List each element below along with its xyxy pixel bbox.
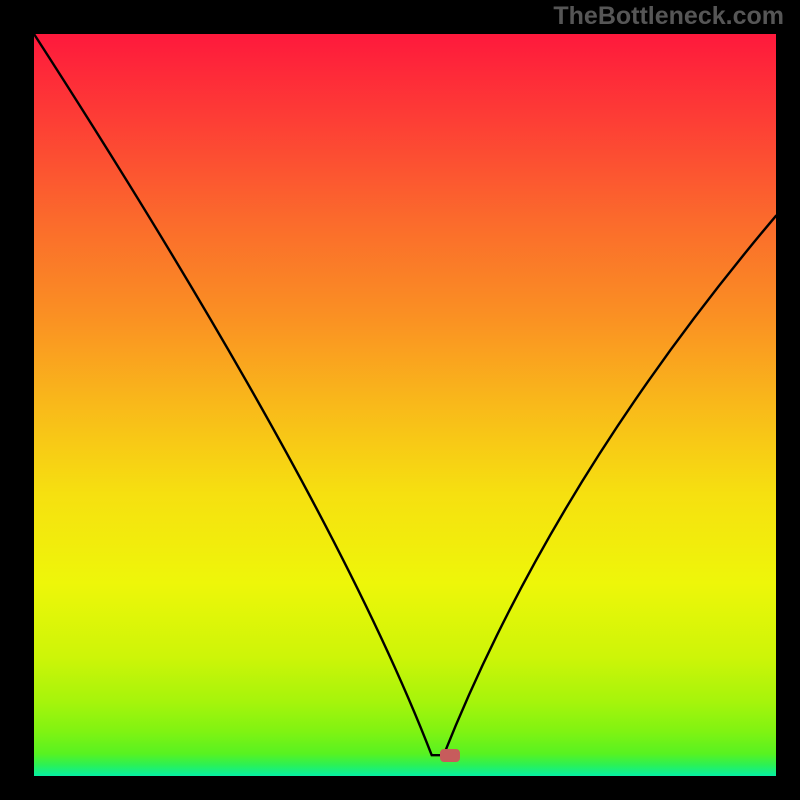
chart-frame: TheBottleneck.com bbox=[0, 0, 800, 800]
watermark-text: TheBottleneck.com bbox=[553, 2, 784, 31]
vertex-marker bbox=[440, 749, 460, 762]
bottleneck-curve bbox=[0, 0, 800, 800]
